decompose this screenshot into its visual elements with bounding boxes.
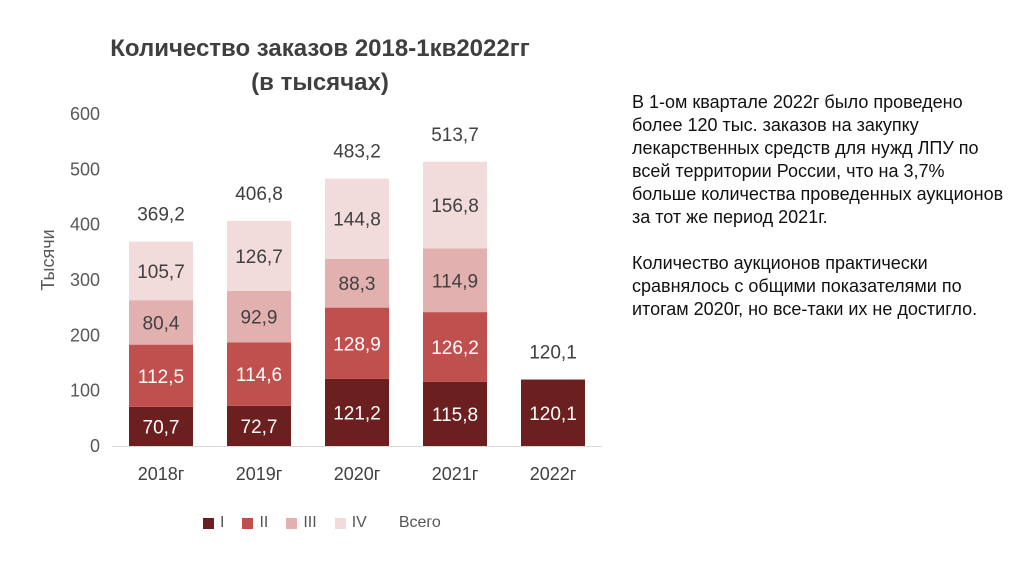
bar-value-label: 105,7 (137, 262, 185, 283)
bar-segment-iii-2019г (227, 290, 291, 343)
bar-value-label: 144,8 (333, 210, 381, 231)
legend-label: Всего (398, 514, 441, 531)
y-tick-label: 500 (70, 159, 100, 179)
legend-swatch (334, 517, 346, 529)
bar-segment-i-2020г (325, 378, 389, 446)
x-tick-label: 2022г (530, 464, 577, 484)
legend-swatch (242, 517, 254, 529)
total-label: 369,2 (137, 205, 185, 226)
bar-value-label: 112,5 (138, 367, 184, 388)
legend-item: II (242, 514, 268, 532)
bar-segment-i-2018г (129, 406, 193, 446)
total-label: 406,8 (235, 184, 283, 205)
legend-label: IV (351, 514, 367, 531)
legend-item: III (286, 514, 317, 532)
bar-value-label: 114,9 (432, 271, 478, 292)
legend-item: IV (334, 514, 367, 532)
y-axis-title: Тысячи (38, 229, 58, 290)
bar-value-label: 92,9 (241, 308, 278, 329)
y-tick-label: 100 (70, 381, 100, 401)
x-tick-label: 2018г (138, 464, 185, 484)
commentary-paragraph-1: В 1-ом квартале 2022г было проведено бол… (632, 92, 1004, 227)
bar-segment-iv-2019г (227, 220, 291, 291)
bar-segment-iii-2021г (423, 248, 487, 313)
bar-value-label: 70,7 (143, 417, 180, 438)
y-tick-label: 600 (70, 104, 100, 124)
legend-label: II (259, 514, 269, 531)
total-label: 120,1 (529, 343, 577, 364)
legend-label: I (220, 514, 225, 531)
legend-swatch (203, 517, 214, 529)
chart-title: Количество заказов 2018-1кв2022гг (110, 35, 530, 62)
bar-value-label: 88,3 (339, 274, 376, 295)
bar-segment-ii-2020г (325, 307, 389, 379)
x-tick-label: 2020г (334, 464, 381, 484)
bar-value-label: 121,2 (333, 403, 381, 424)
x-tick-label: 2019г (236, 464, 283, 484)
bar-value-label: 120,1 (529, 404, 577, 425)
x-tick-label: 2021г (432, 464, 479, 484)
total-label: 513,7 (431, 125, 479, 146)
legend-item: Всего (385, 514, 441, 532)
bar-segment-iv-2018г (129, 241, 193, 301)
y-tick-label: 200 (70, 325, 100, 345)
bar-segment-ii-2021г (423, 312, 487, 382)
bar-value-label: 114,6 (236, 365, 282, 386)
bar-segment-iii-2018г (129, 300, 193, 345)
total-label: 483,2 (333, 142, 381, 163)
y-tick-label: 0 (90, 436, 100, 456)
bar-segment-ii-2018г (129, 344, 193, 407)
commentary-paragraph-2: Количество аукционов практически сравнял… (632, 253, 978, 319)
bar-segment-iii-2020г (325, 258, 389, 308)
y-tick-label: 300 (70, 270, 100, 290)
bar-segment-iv-2020г (325, 178, 389, 259)
bar-value-label: 126,2 (431, 338, 479, 359)
bar-value-label: 128,9 (333, 334, 381, 355)
y-tick-label: 400 (70, 215, 100, 235)
bar-segment-i-2019г (227, 405, 291, 446)
bar-value-label: 72,7 (241, 417, 278, 438)
legend-label: III (303, 514, 317, 531)
legend-item: I (203, 514, 224, 532)
bar-value-label: 80,4 (143, 313, 180, 334)
legend-swatch (286, 517, 298, 529)
commentary-panel: В 1-ом квартале 2022г было проведено бол… (632, 91, 1004, 344)
bar-value-label: 115,8 (432, 405, 478, 426)
bar-segment-ii-2019г (227, 342, 291, 406)
chart-subtitle: (в тысячах) (251, 69, 389, 96)
bar-segment-i-2022г (521, 379, 585, 446)
stacked-bar-chart: 0 100 200 300 400 500 600 Тысячи 70,7 112,5 80,4 10… (38, 104, 602, 484)
bar-segment-i-2021г (423, 381, 487, 446)
bar-value-label: 156,8 (431, 196, 479, 217)
chart-legend: I II III IV Всего (203, 512, 459, 534)
bar-segment-iv-2021г (423, 161, 487, 249)
chart-title-block: Количество заказов 2018-1кв2022гг (в тыс… (60, 32, 580, 100)
bar-value-label: 126,7 (235, 247, 283, 268)
